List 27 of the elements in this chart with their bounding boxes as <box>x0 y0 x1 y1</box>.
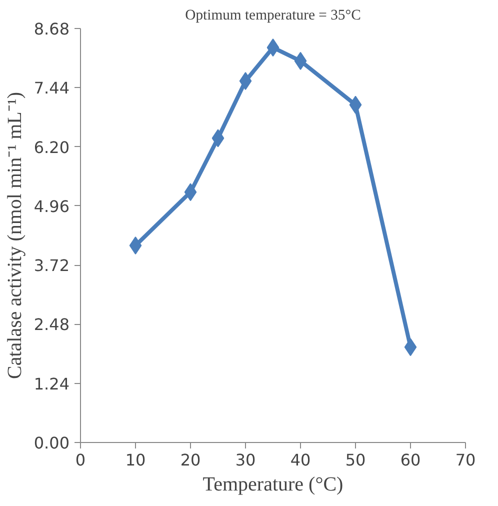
x-tick-label: 30 <box>235 450 256 470</box>
x-tick-label: 0 <box>75 450 86 470</box>
x-tick-label: 50 <box>345 450 366 470</box>
y-tick-label: 3.72 <box>34 256 70 276</box>
point <box>184 183 197 202</box>
x-tick-label: 60 <box>400 450 421 470</box>
chart-title: Optimum temperature = 35°C <box>185 8 361 24</box>
y-axis-title: Catalase activity (nmol min⁻¹ mL⁻¹) <box>4 92 26 380</box>
y-tick-label: 6.20 <box>34 138 70 157</box>
y-tick-label: 7.44 <box>34 78 70 98</box>
point <box>239 72 252 90</box>
point <box>404 338 417 356</box>
y-tick-label: 8.68 <box>34 20 70 38</box>
y-tick-label: 0.00 <box>34 434 70 452</box>
y-tick-label: 1.24 <box>34 374 70 394</box>
point <box>129 236 142 255</box>
y-tick-label: 4.96 <box>34 196 70 216</box>
x-tick-label: 20 <box>180 450 201 470</box>
y-tick-label: 2.48 <box>34 315 70 334</box>
point <box>266 38 280 57</box>
point <box>294 52 307 70</box>
x-tick-label: 70 <box>455 450 476 470</box>
point <box>212 129 224 148</box>
x-tick-label: 40 <box>290 450 311 470</box>
x-axis-title: Temperature (°C) <box>202 474 344 496</box>
point <box>349 96 362 114</box>
x-tick-label: 10 <box>125 450 146 470</box>
